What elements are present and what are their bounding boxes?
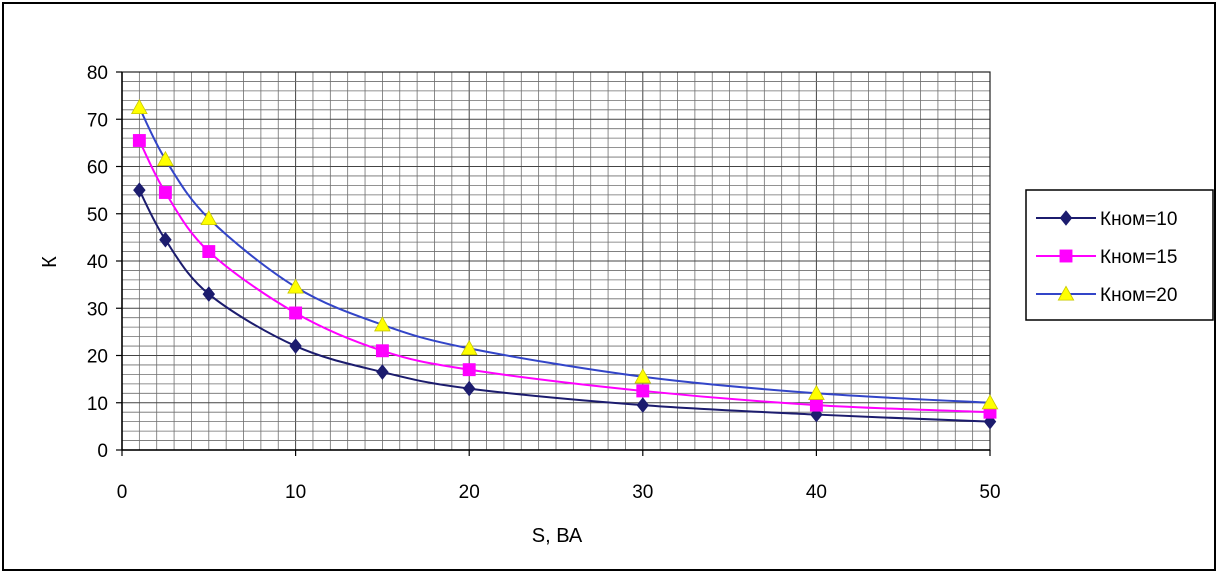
data-point [636,384,650,398]
x-tick-label: 10 [285,482,306,503]
legend-label: Кном=20 [1100,285,1177,306]
grid [121,71,991,451]
data-point [375,344,389,358]
y-axis-title: К [39,256,61,268]
data-point [634,368,652,384]
y-tick-label: 70 [87,110,108,131]
data-point [287,278,304,294]
y-tick-label: 30 [87,299,108,320]
legend-marker [1057,285,1075,301]
y-tick-label: 40 [87,252,108,273]
data-point [200,209,218,226]
series-line [138,189,991,423]
data-point [809,398,823,412]
series-3 [130,98,999,410]
legend-label: Кном=10 [1100,209,1177,230]
y-tick-label: 80 [87,63,108,84]
y-tick-label: 60 [87,158,108,179]
y-tick-label: 10 [87,394,108,415]
tick-labels: 0 10 20 30 40 50 60 70 80 0 10 20 30 40 50 [87,63,1001,503]
data-point [202,245,216,259]
data-point [289,306,303,320]
x-tick-label: 20 [459,482,480,503]
data-point [133,182,146,198]
series-layer [130,98,999,430]
y-tick-label: 20 [87,347,108,368]
legend-marker [1059,210,1073,226]
data-point [374,316,391,332]
data-point [462,380,476,397]
data-point [159,231,172,248]
x-axis-title: S, ВА [532,525,583,547]
series-1 [133,182,997,430]
data-point [462,363,476,377]
data-point [636,397,650,413]
data-point [157,150,174,166]
legend-marker [1059,249,1073,263]
data-point [289,338,302,354]
data-point [981,394,999,410]
data-point [808,384,825,400]
x-tick-label: 40 [806,482,827,503]
series-2 [132,134,997,419]
x-tick-label: 0 [117,482,128,503]
data-point [460,339,478,355]
legend: Кном=10 Кном=15 Кном=20 [1025,189,1214,321]
x-tick-label: 30 [632,482,653,503]
y-tick-label: 0 [97,441,108,462]
data-point [376,364,389,380]
data-point [202,286,216,302]
data-point [130,98,148,114]
legend-label: Кном=15 [1100,247,1177,268]
data-point [132,134,146,147]
series-line [138,140,991,414]
data-point [158,186,172,199]
y-tick-label: 50 [87,205,108,226]
x-tick-label: 50 [979,482,1000,503]
series-line [138,106,991,404]
